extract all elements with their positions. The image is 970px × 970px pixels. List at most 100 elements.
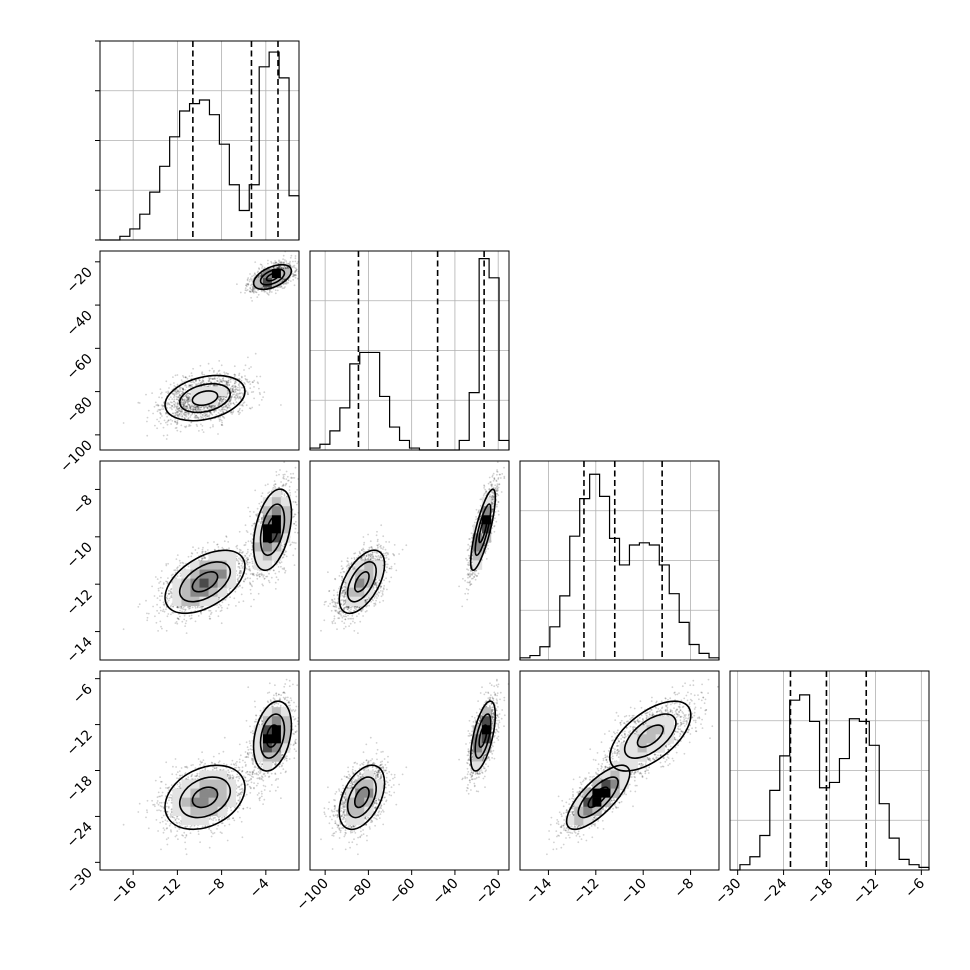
sample-point — [294, 274, 297, 277]
sample-point — [176, 383, 179, 386]
sample-point — [296, 277, 299, 280]
sample-point — [211, 404, 214, 407]
sample-point — [199, 606, 201, 609]
sample-point — [258, 575, 261, 578]
sample-point — [270, 291, 273, 293]
sample-point — [218, 399, 221, 401]
sample-point — [178, 409, 181, 412]
sample-point — [187, 404, 190, 406]
sample-point — [218, 396, 221, 399]
sample-point — [236, 283, 238, 286]
sample-point — [170, 404, 173, 407]
sample-point — [300, 265, 302, 267]
sample-point — [255, 514, 258, 517]
sample-point — [284, 551, 287, 553]
sample-point — [232, 390, 235, 393]
sample-point — [198, 379, 201, 382]
sample-point — [201, 379, 204, 382]
sample-point — [196, 406, 199, 408]
sample-point — [225, 404, 227, 407]
sample-point — [196, 405, 199, 408]
sample-point — [176, 408, 179, 411]
sample-point — [187, 396, 190, 399]
sample-point — [229, 411, 232, 414]
sample-point — [288, 485, 291, 488]
sample-point — [183, 403, 185, 405]
sample-point — [182, 391, 185, 394]
sample-point — [257, 382, 260, 385]
sample-point — [213, 369, 215, 372]
sample-point — [186, 405, 189, 408]
sample-point — [268, 491, 271, 493]
sample-point — [238, 378, 241, 381]
sample-point — [174, 390, 177, 392]
sample-point — [222, 406, 225, 409]
sample-point — [225, 405, 227, 407]
sample-point — [254, 288, 256, 290]
sample-point — [195, 406, 197, 409]
sample-point — [294, 274, 296, 276]
sample-point — [280, 261, 283, 264]
sample-point — [176, 398, 179, 401]
sample-point — [263, 391, 266, 394]
sample-point — [175, 392, 178, 394]
sample-point — [292, 554, 295, 557]
sample-point — [193, 408, 196, 411]
sample-point — [188, 392, 191, 395]
sample-point — [188, 384, 190, 386]
sample-point — [191, 374, 193, 377]
sample-point — [233, 396, 236, 399]
sample-point — [251, 548, 253, 551]
sample-point — [179, 390, 182, 392]
sample-point — [156, 597, 159, 599]
sample-point — [213, 411, 216, 414]
sample-point — [192, 409, 195, 412]
sample-point — [196, 425, 199, 427]
sample-point — [244, 383, 246, 385]
sample-point — [246, 577, 249, 579]
sample-point — [244, 524, 247, 527]
sample-point — [237, 411, 240, 413]
histogram-steps — [519, 473, 720, 660]
sample-point — [261, 290, 263, 293]
sample-point — [237, 389, 240, 392]
sample-point — [284, 267, 287, 270]
sample-point — [225, 384, 228, 386]
sample-point — [179, 410, 182, 413]
sample-point — [226, 406, 229, 409]
sample-point — [178, 413, 181, 415]
sample-point — [169, 418, 172, 421]
sample-point — [210, 411, 213, 414]
sample-point — [284, 265, 286, 268]
sample-point — [250, 391, 253, 393]
sample-point — [187, 397, 190, 400]
sample-point — [190, 552, 193, 554]
sample-point — [250, 541, 253, 544]
sample-point — [176, 421, 179, 424]
density-cell — [280, 269, 291, 279]
sample-point — [195, 423, 198, 426]
sample-point — [186, 398, 189, 401]
sample-point — [177, 407, 180, 410]
sample-point — [200, 406, 203, 409]
sample-point — [208, 405, 211, 408]
sample-point — [193, 381, 196, 384]
sample-point — [220, 409, 223, 411]
sample-point — [182, 388, 185, 390]
sample-point — [246, 279, 249, 282]
sample-point — [190, 555, 193, 558]
sample-point — [245, 404, 248, 407]
sample-point — [191, 408, 194, 411]
sample-point — [251, 280, 254, 282]
sample-point — [194, 380, 197, 383]
sample-point — [176, 606, 179, 608]
sample-point — [161, 404, 164, 407]
sample-point — [189, 424, 192, 427]
sample-point — [178, 396, 181, 399]
sample-point — [168, 592, 171, 595]
sample-point — [162, 402, 165, 404]
sample-point — [173, 400, 175, 403]
sample-point — [218, 402, 221, 404]
sample-point — [224, 379, 227, 382]
sample-point — [146, 416, 149, 419]
